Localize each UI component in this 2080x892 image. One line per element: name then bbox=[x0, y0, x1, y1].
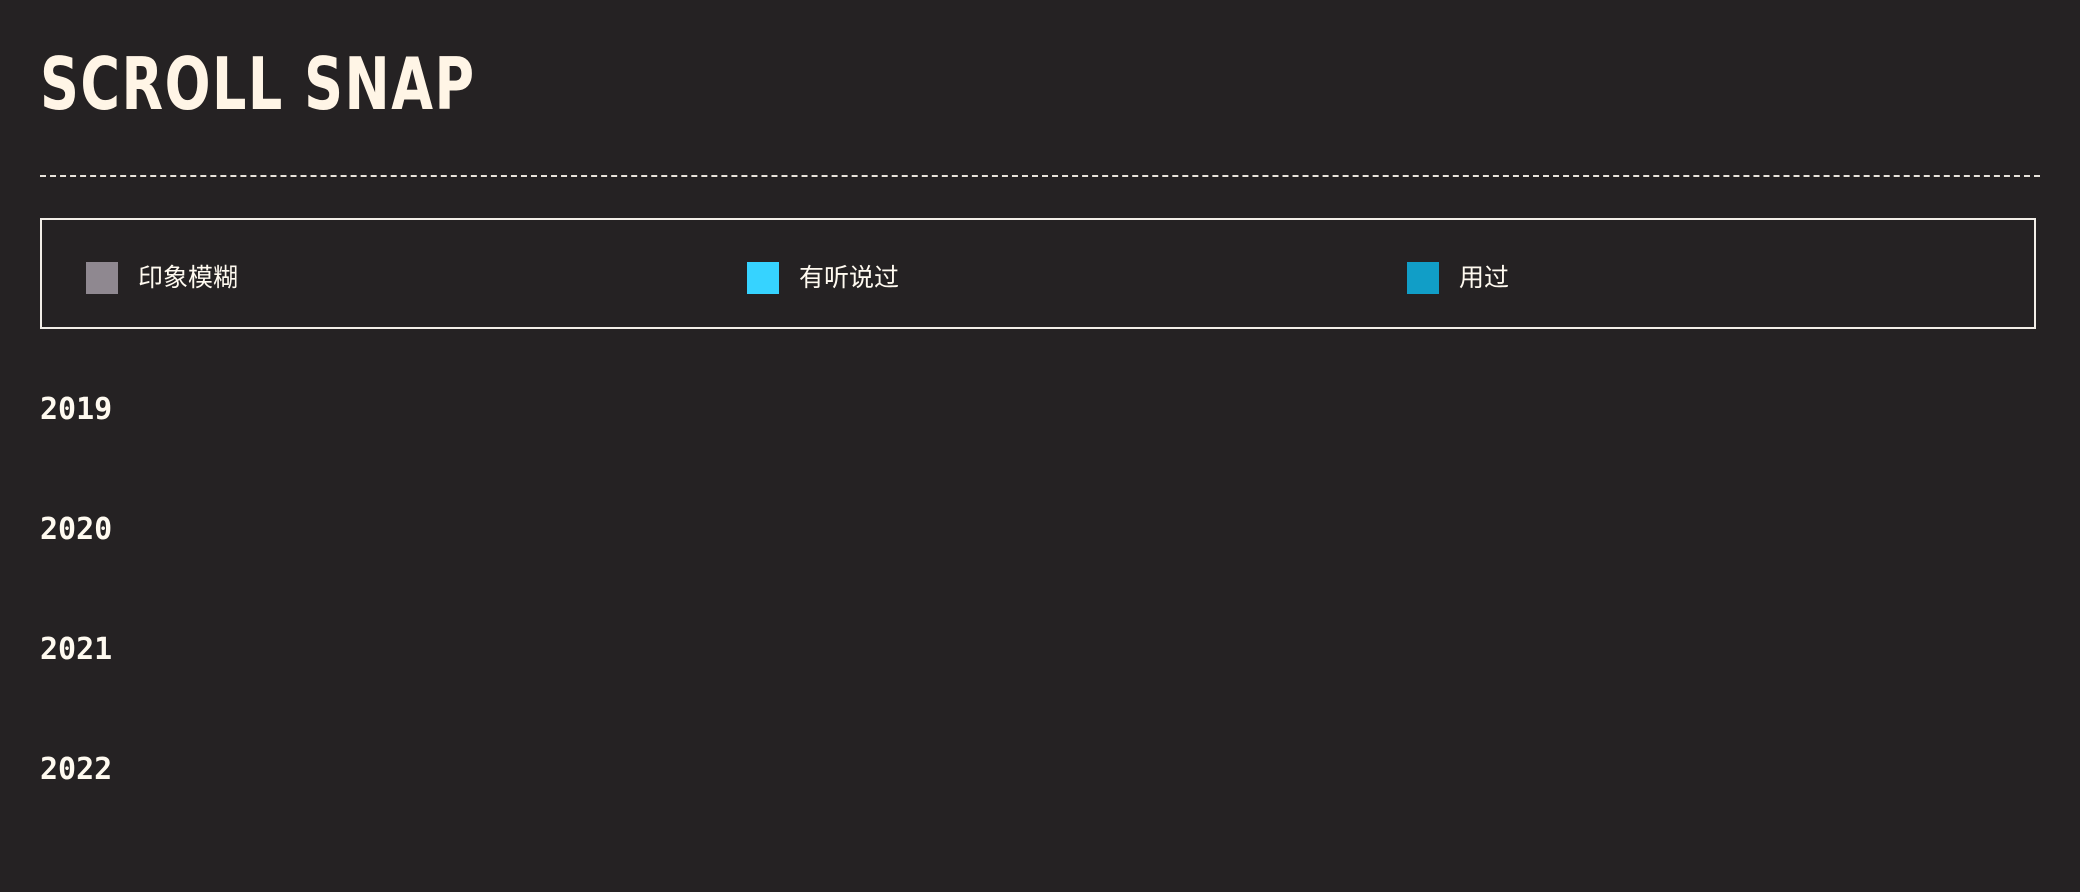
legend-item-heard-of: 有听说过 bbox=[747, 261, 899, 295]
legend-swatch-vague-impression bbox=[86, 262, 118, 294]
year-heading-2020: 2020 bbox=[40, 512, 113, 547]
page-title: SCROLL SNAP bbox=[40, 42, 476, 126]
legend-label-vague-impression: 印象模糊 bbox=[138, 263, 239, 292]
legend-swatch-used bbox=[1407, 262, 1439, 294]
legend-label-used: 用过 bbox=[1459, 263, 1510, 292]
legend-panel: 印象模糊 有听说过 用过 bbox=[40, 218, 2036, 329]
dashed-divider bbox=[40, 175, 2040, 177]
legend-label-heard-of: 有听说过 bbox=[799, 263, 900, 292]
year-heading-2019: 2019 bbox=[40, 392, 113, 427]
scroll-snap-page: SCROLL SNAP 印象模糊 有听说过 用过 2019 2020 2021 … bbox=[40, 0, 2040, 892]
legend-item-used: 用过 bbox=[1407, 261, 1509, 295]
year-heading-2021: 2021 bbox=[40, 632, 113, 667]
legend-swatch-heard-of bbox=[747, 262, 779, 294]
legend-item-vague-impression: 印象模糊 bbox=[86, 261, 238, 295]
year-heading-2022: 2022 bbox=[40, 752, 113, 787]
